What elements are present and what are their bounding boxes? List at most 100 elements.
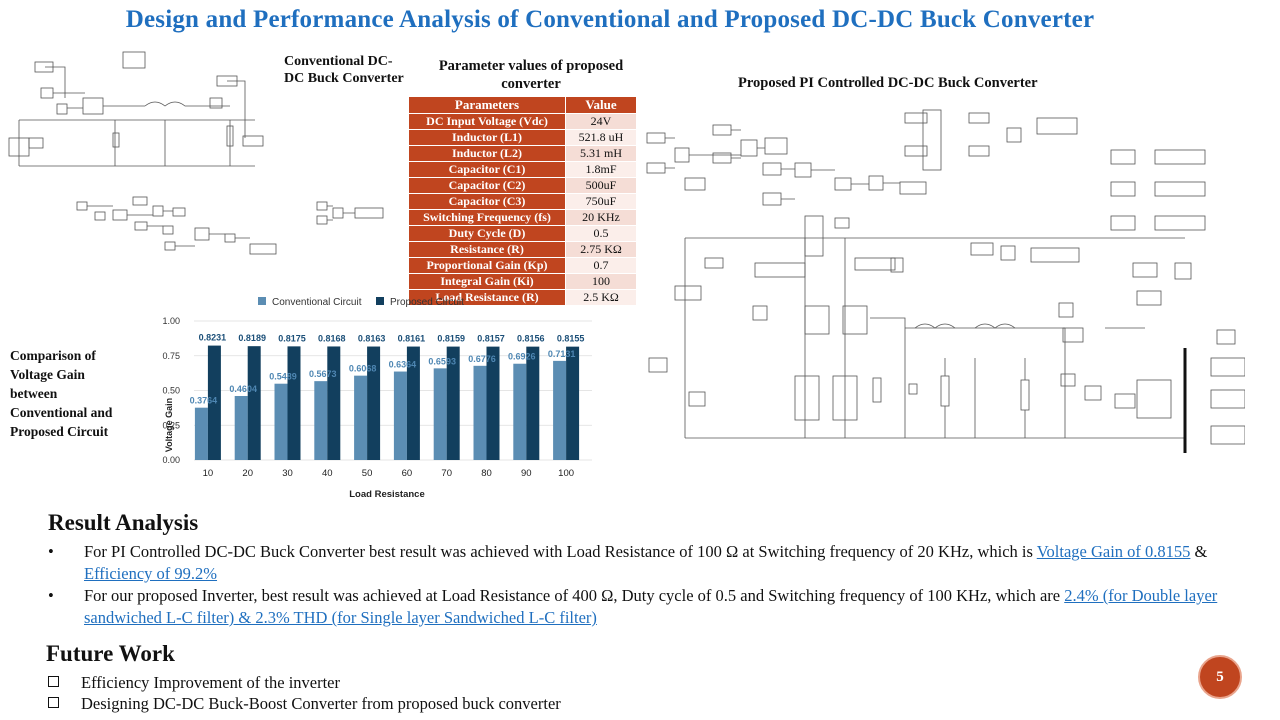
y-tick-label: 0.50 [162, 386, 180, 396]
param-name: Capacitor (C1) [408, 161, 566, 178]
param-name: Capacitor (C2) [408, 177, 566, 194]
param-name: Inductor (L1) [408, 129, 566, 146]
value-header: Value [565, 96, 637, 114]
table-row: DC Input Voltage (Vdc) 24V [408, 113, 637, 130]
x-tick-label: 30 [282, 468, 293, 479]
bar-proposed [406, 346, 420, 460]
x-axis-label: Load Resistance [349, 489, 425, 500]
checkbox-square-icon [48, 676, 59, 687]
result-analysis-heading: Result Analysis [48, 510, 199, 535]
data-label-proposed: 0.8159 [437, 334, 465, 344]
data-label-conventional: 0.7131 [548, 349, 576, 359]
parameter-table: Parameters Value DC Input Voltage (Vdc) 2… [408, 96, 637, 306]
result-bullet-2: • For our proposed Inverter, best result… [48, 585, 1258, 629]
data-label-conventional: 0.4604 [229, 384, 257, 394]
table-row: Capacitor (C3) 750uF [408, 193, 637, 210]
param-value: 500uF [565, 177, 637, 194]
x-tick-label: 20 [242, 468, 253, 479]
x-tick-label: 10 [203, 468, 214, 479]
data-label-conventional: 0.6776 [468, 354, 496, 364]
data-label-conventional: 0.6364 [389, 360, 417, 370]
result-bullet-2-text: For our proposed Inverter, best result w… [84, 586, 1065, 605]
param-name: Inductor (L2) [408, 145, 566, 162]
param-value: 0.5 [565, 225, 637, 242]
param-value: 2.75 KΩ [565, 241, 637, 258]
bar-conventional [473, 365, 487, 460]
voltage-gain-chart: Conventional Circuit Proposed Circuit Vo… [162, 297, 592, 500]
y-tick-label: 0.25 [162, 420, 180, 430]
bar-proposed [486, 346, 500, 460]
bar-conventional [194, 407, 208, 460]
table-row: Switching Frequency (fs) 20 KHz [408, 209, 637, 226]
result-bullet-1-mid: & [1190, 542, 1208, 561]
bar-conventional [433, 368, 447, 460]
bar-conventional [354, 375, 368, 460]
param-value: 100 [565, 273, 637, 290]
data-label-proposed: 0.8163 [358, 334, 386, 344]
table-row: Proportional Gain (Kp) 0.7 [408, 257, 637, 274]
x-tick-label: 40 [322, 468, 333, 479]
param-value: 0.7 [565, 257, 637, 274]
param-value: 2.5 KΩ [565, 289, 637, 306]
x-tick-label: 70 [441, 468, 452, 479]
param-name: Duty Cycle (D) [408, 225, 566, 242]
param-value: 5.31 mH [565, 145, 637, 162]
chart-legend: Conventional Circuit Proposed Circuit [258, 297, 464, 308]
y-tick-label: 1.00 [162, 316, 180, 326]
comparison-caption: Comparison of Voltage Gain between Conve… [10, 348, 113, 439]
proposed-schematic [646, 109, 1245, 453]
proposed-caption: Proposed PI Controlled DC-DC Buck Conver… [738, 75, 1038, 91]
bar-proposed [566, 346, 580, 460]
bar-conventional [314, 381, 328, 460]
future-work-item-text: Efficiency Improvement of the inverter [81, 673, 341, 692]
data-label-conventional: 0.3764 [190, 396, 218, 406]
table-row: Capacitor (C2) 500uF [408, 177, 637, 194]
data-label-proposed: 0.8231 [199, 333, 227, 343]
data-label-conventional: 0.5673 [309, 369, 337, 379]
thd-link[interactable]: 2.4% (for Double layer sandwiched L-C fi… [84, 586, 1218, 627]
param-value: 24V [565, 113, 637, 130]
bar-conventional [234, 396, 248, 460]
bullet-dot: • [48, 542, 54, 561]
future-work-item-text: Designing DC-DC Buck-Boost Converter fro… [81, 694, 561, 713]
data-label-proposed: 0.8161 [398, 334, 426, 344]
data-label-conventional: 0.6926 [508, 352, 536, 362]
legend-label-proposed: Proposed Circuit [390, 297, 464, 308]
legend-label-conventional: Conventional Circuit [272, 297, 362, 308]
checkbox-square-icon [48, 697, 59, 708]
table-row: Inductor (L1) 521.8 uH [408, 129, 637, 146]
table-row: Capacitor (C1) 1.8mF [408, 161, 637, 178]
efficiency-link[interactable]: Efficiency of 99.2% [84, 564, 218, 583]
parameter-table-caption: Parameter values of proposed converter [438, 58, 624, 92]
data-label-conventional: 0.5489 [269, 372, 297, 382]
data-label-proposed: 0.8189 [238, 333, 266, 343]
param-value: 750uF [565, 193, 637, 210]
future-work-item: Efficiency Improvement of the inverter [48, 673, 340, 693]
bar-proposed [446, 346, 460, 460]
data-label-proposed: 0.8156 [517, 334, 545, 344]
page-number-badge: 5 [1198, 655, 1242, 699]
table-row: Integral Gain (Ki) 100 [408, 273, 637, 290]
bar-conventional [393, 371, 407, 460]
data-label-proposed: 0.8175 [278, 333, 306, 343]
x-tick-label: 50 [362, 468, 373, 479]
param-name: DC Input Voltage (Vdc) [408, 113, 566, 130]
x-tick-label: 100 [558, 468, 574, 479]
param-value: 521.8 uH [565, 129, 637, 146]
x-tick-label: 90 [521, 468, 532, 479]
conventional-pi-schematic [76, 196, 384, 255]
data-label-conventional: 0.6593 [428, 356, 456, 366]
x-tick-label: 60 [402, 468, 413, 479]
bullet-dot: • [48, 586, 54, 605]
y-tick-label: 0.00 [162, 455, 180, 465]
legend-swatch-proposed [376, 297, 384, 305]
parameters-header: Parameters [408, 96, 566, 114]
voltage-gain-link[interactable]: Voltage Gain of 0.8155 [1036, 542, 1191, 561]
param-value: 20 KHz [565, 209, 637, 226]
data-label-proposed: 0.8157 [477, 334, 505, 344]
legend-swatch-conventional [258, 297, 266, 305]
slide-title: Design and Performance Analysis of Conve… [125, 6, 1095, 33]
bar-proposed [287, 346, 301, 460]
bar-proposed [367, 346, 381, 460]
result-bullet-1-text: For PI Controlled DC-DC Buck Converter b… [84, 542, 1037, 561]
